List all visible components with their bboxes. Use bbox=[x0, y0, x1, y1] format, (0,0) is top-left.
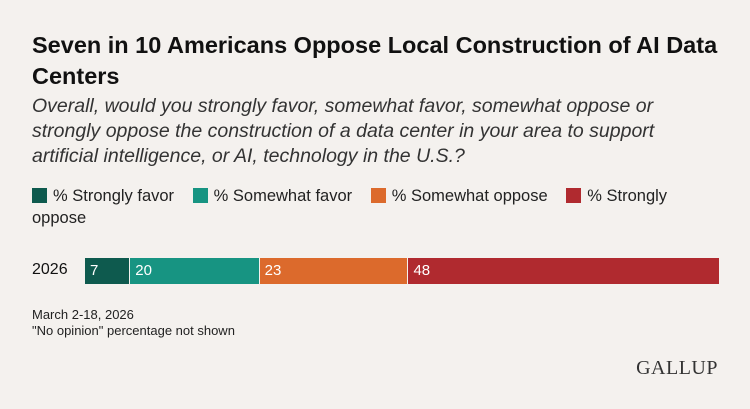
legend-item-strongly-oppose: % Strongly oppose bbox=[32, 187, 667, 227]
legend-swatch bbox=[566, 188, 582, 203]
chart-subtitle: Overall, would you strongly favor, somew… bbox=[32, 95, 655, 167]
category-label-2026: 2026 bbox=[32, 261, 68, 278]
legend-label: % Somewhat oppose bbox=[391, 187, 548, 205]
footnote-note: "No opinion" percentage not shown bbox=[32, 323, 235, 338]
legend-label: % Strongly oppose bbox=[32, 187, 668, 227]
legend-label: % Somewhat favor bbox=[213, 187, 353, 205]
legend-label: % Strongly favor bbox=[53, 187, 175, 205]
bar-segment-somewhat-favor: 20 bbox=[130, 258, 260, 284]
legend-item-strongly-favor: % Strongly favor bbox=[32, 187, 174, 205]
data-label: 20 bbox=[135, 262, 152, 279]
legend-item-somewhat-favor: % Somewhat favor bbox=[192, 187, 353, 205]
bar-segment-strongly-favor: 7 bbox=[85, 258, 131, 284]
stacked-bar: 7 20 23 48 bbox=[85, 258, 719, 284]
legend-swatch bbox=[370, 188, 386, 203]
bar-segment-somewhat-oppose: 23 bbox=[259, 258, 409, 284]
data-label: 7 bbox=[90, 262, 99, 279]
gallup-logo: GALLUP bbox=[636, 357, 718, 379]
legend-swatch bbox=[192, 188, 208, 203]
bar-segment-strongly-oppose: 48 bbox=[408, 258, 719, 284]
legend-swatch bbox=[32, 188, 47, 203]
legend: % Strongly favor % Somewhat favor % Some… bbox=[32, 185, 712, 229]
chart-title: Seven in 10 Americans Oppose Local Const… bbox=[32, 32, 718, 89]
footnote-date: March 2-18, 2026 bbox=[32, 307, 134, 322]
data-label: 23 bbox=[264, 262, 282, 279]
data-label: 48 bbox=[413, 262, 431, 279]
legend-item-somewhat-oppose: % Somewhat oppose bbox=[370, 187, 548, 205]
